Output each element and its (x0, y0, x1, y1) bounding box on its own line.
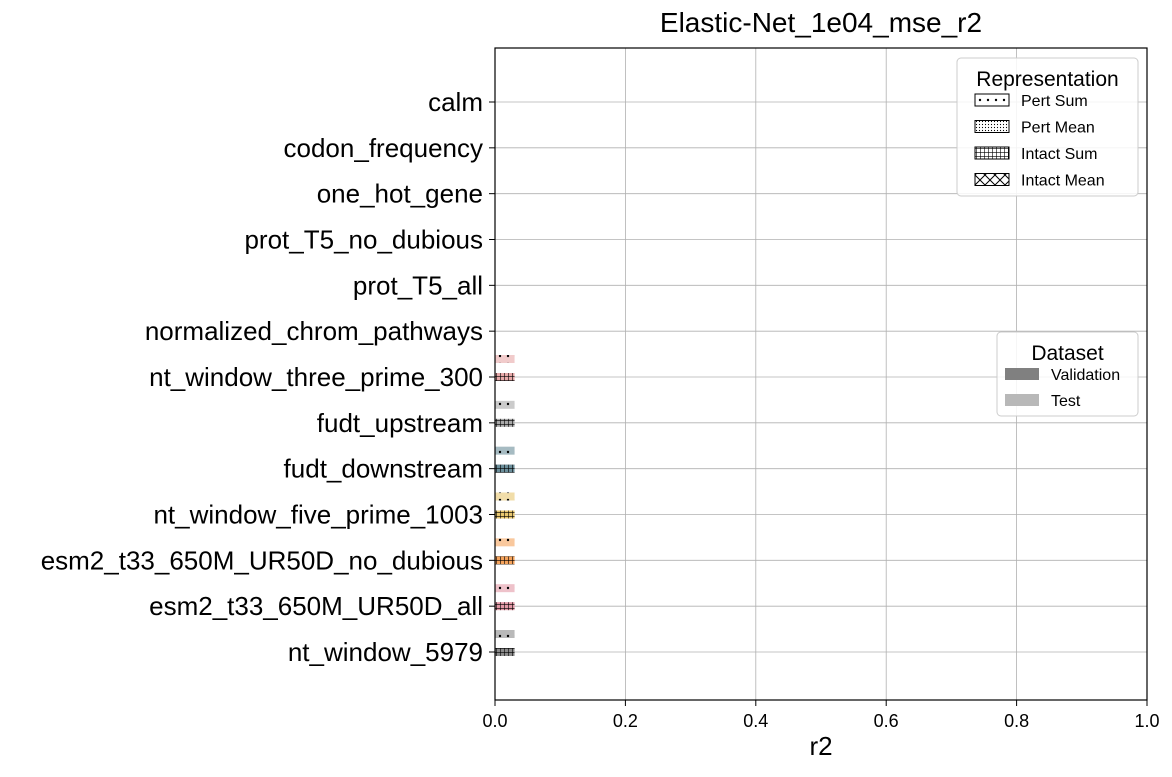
y-tick-label: one_hot_gene (317, 179, 483, 209)
legend-entry-label: Intact Sum (1021, 146, 1097, 163)
y-tick-label: nt_window_three_prime_300 (149, 362, 483, 392)
chart-title: Elastic-Net_1e04_mse_r2 (660, 7, 982, 38)
legend-entry-label: Test (1051, 393, 1081, 410)
y-tick-label: esm2_t33_650M_UR50D_no_dubious (41, 545, 483, 575)
legend-swatch-hatch (974, 93, 1010, 107)
bar-validation-hatch (495, 510, 515, 519)
bar-validation-hatch (495, 464, 515, 473)
x-axis-label: r2 (809, 731, 832, 761)
bar-test-hatch (495, 630, 515, 638)
x-tick-label: 0.6 (874, 711, 899, 731)
legend-swatch (1005, 394, 1039, 406)
bar-validation-hatch (495, 373, 515, 381)
legend-dataset: Dataset Validation Test (996, 331, 1139, 417)
x-tick-label: 0.4 (743, 711, 768, 731)
x-tick-label: 1.0 (1134, 711, 1159, 731)
y-tick-label: prot_T5_no_dubious (244, 225, 483, 255)
bar-test-hatch (495, 538, 515, 547)
bar-test-hatch (495, 492, 515, 501)
legend-entry-label: Pert Sum (1021, 93, 1088, 110)
legend-entry-label: Intact Mean (1021, 173, 1105, 190)
x-tick-label: 0.8 (1004, 711, 1029, 731)
x-tick-label: 0.2 (613, 711, 638, 731)
bar-test-hatch (495, 446, 515, 455)
bar-validation-hatch (495, 556, 515, 565)
bar-validation-hatch (495, 602, 515, 611)
bar-test-hatch (495, 355, 515, 363)
y-tick-label: calm (428, 87, 483, 117)
legend-entry-label: Validation (1051, 367, 1120, 384)
legend-swatch-hatch (974, 120, 1010, 133)
y-tick-label: codon_frequency (284, 133, 483, 163)
legend-title: Dataset (1031, 342, 1104, 365)
x-tick-label: 0.0 (482, 711, 507, 731)
bar-validation-hatch (495, 648, 515, 656)
legend-swatch-hatch (974, 173, 1010, 186)
y-tick-label: normalized_chrom_pathways (145, 316, 483, 346)
y-tick-label: esm2_t33_650M_UR50D_all (149, 591, 483, 621)
legend-representation: Representation Pert Sum Pert Mean Intact Su… (956, 57, 1139, 197)
y-tick-label: fudt_downstream (284, 454, 483, 484)
y-tick-label: nt_window_5979 (288, 637, 483, 667)
bar-test-hatch (495, 584, 515, 593)
legend-swatch (1005, 368, 1039, 380)
y-tick-label: nt_window_five_prime_1003 (153, 500, 483, 530)
legend-frame (956, 57, 1139, 197)
legend-swatch-hatch (974, 146, 1010, 160)
bar-test-hatch (495, 400, 515, 409)
bar-validation-hatch (495, 418, 515, 427)
legend-title: Representation (976, 68, 1118, 91)
plot-frame (494, 47, 1148, 701)
y-tick-label: fudt_upstream (317, 408, 483, 438)
legend-entry-label: Pert Mean (1021, 120, 1095, 137)
y-tick-label: prot_T5_all (353, 270, 483, 300)
